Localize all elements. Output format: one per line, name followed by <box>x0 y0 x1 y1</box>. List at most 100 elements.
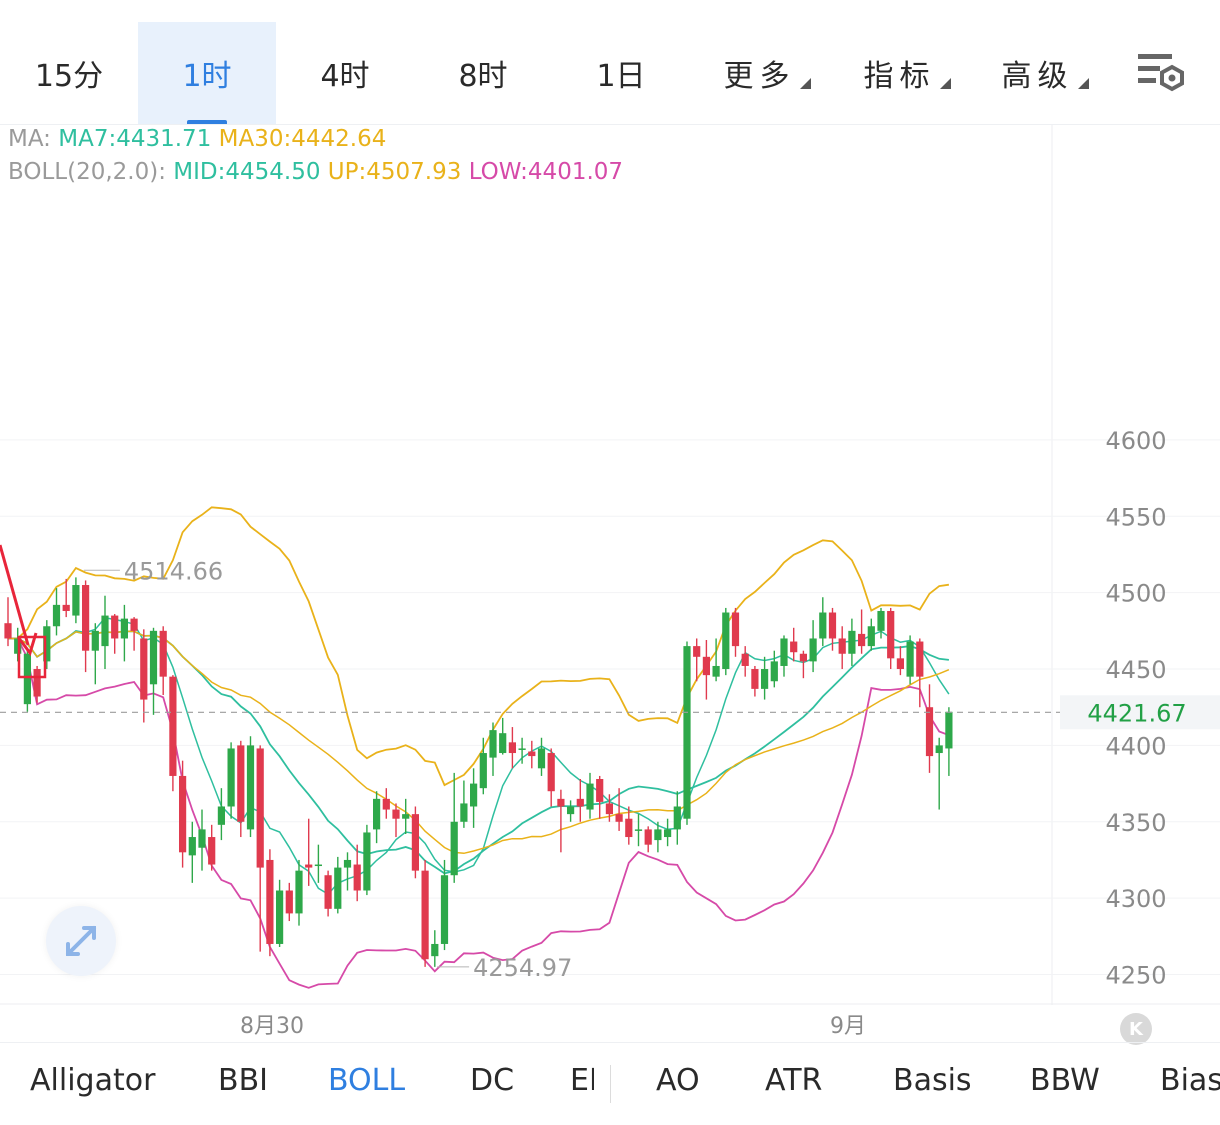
candle-body <box>208 837 216 865</box>
dropdown-triangle-icon <box>1077 77 1089 89</box>
candle-body <box>625 818 633 838</box>
boll-upper-line <box>8 506 950 787</box>
candle-body <box>596 779 604 802</box>
candlestick-chart[interactable]: 4421.67 4514.66 4254.97 4600 4550 4500 4450 44… <box>0 125 1220 1041</box>
current-price-label: 4421.67 <box>1087 699 1186 727</box>
candle-body <box>256 748 264 868</box>
more-menu[interactable]: 更多 <box>702 22 832 124</box>
collapse-panel-button[interactable]: K <box>1120 1013 1152 1045</box>
candle-body <box>431 943 439 957</box>
low-marker-label: 4254.97 <box>473 954 572 982</box>
indicator-basis[interactable]: Basis <box>893 1063 972 1098</box>
candle-body <box>790 641 798 653</box>
candle-body <box>460 803 468 822</box>
y-tick-label: 4600 <box>1105 427 1166 455</box>
candle-body <box>741 653 749 666</box>
indicator-bias[interactable]: Bias <box>1160 1063 1220 1098</box>
candle-body <box>858 633 866 647</box>
candle-body <box>809 638 817 662</box>
candle-body <box>634 829 643 831</box>
candle-body <box>450 821 458 876</box>
candle-body <box>411 814 419 871</box>
indicator-ei[interactable]: EI <box>570 1063 594 1098</box>
candle-body <box>877 610 885 631</box>
indicator-alligator[interactable]: Alligator <box>30 1063 156 1098</box>
y-tick-label: 4500 <box>1105 580 1166 608</box>
indicator-boll[interactable]: BOLL <box>328 1063 406 1098</box>
timeframe-toolbar: 15分 1时 4时 8时 1日 更多 指标 高级 <box>0 0 1220 125</box>
timeframe-1h[interactable]: 1时 <box>138 22 276 124</box>
dropdown-triangle-icon <box>939 77 951 89</box>
candle-body <box>33 669 41 697</box>
timeframe-4h[interactable]: 4时 <box>320 59 370 94</box>
candle-body <box>159 630 167 677</box>
candle-body <box>130 618 138 631</box>
candle-body <box>101 615 109 647</box>
y-tick-label: 4550 <box>1105 503 1166 531</box>
candle-body <box>702 656 710 676</box>
indicators-menu[interactable]: 指标 <box>842 22 972 124</box>
candle-body <box>867 626 875 647</box>
indicator-ao[interactable]: AO <box>656 1063 700 1098</box>
candle-body <box>605 803 613 815</box>
high-marker-label: 4514.66 <box>124 557 223 585</box>
timeframe-15m[interactable]: 15分 <box>34 59 104 94</box>
indicator-atr[interactable]: ATR <box>765 1063 823 1098</box>
candle-body <box>945 711 953 749</box>
candle-body <box>305 864 313 868</box>
candle-body <box>586 783 594 810</box>
expand-chart-button[interactable] <box>46 906 116 976</box>
candle-body <box>916 641 924 677</box>
candle-body <box>712 665 720 677</box>
ma30-line <box>8 630 950 855</box>
indicator-bbi[interactable]: BBI <box>218 1063 269 1098</box>
candle-body <box>373 798 381 830</box>
candle-body <box>237 745 245 822</box>
indicator-bar: Alligator BBI BOLL DC EI AO ATR Basis BB… <box>0 1042 1220 1125</box>
candle-body <box>848 630 856 654</box>
candle-body <box>693 646 701 657</box>
candle-body <box>925 707 934 757</box>
candle-body <box>906 641 914 677</box>
x-tick-label: 9月 <box>830 1014 866 1039</box>
y-tick-label: 4300 <box>1105 885 1166 913</box>
candle-body <box>440 875 449 944</box>
candle-body <box>285 890 293 914</box>
candle-body <box>392 809 400 819</box>
candle-body <box>615 814 623 822</box>
candle-body <box>489 730 497 758</box>
dropdown-triangle-icon <box>799 77 811 89</box>
timeframe-1d[interactable]: 1日 <box>596 59 646 94</box>
candle-body <box>52 604 61 627</box>
candle-body <box>4 623 12 639</box>
indicator-bbw[interactable]: BBW <box>1030 1063 1100 1098</box>
candle-body <box>72 585 80 616</box>
candle-body <box>23 653 31 705</box>
candle-body <box>654 829 662 841</box>
boll-mid-line <box>8 630 950 875</box>
candle-body <box>62 604 70 611</box>
candle-body <box>334 867 342 909</box>
candle-body <box>276 890 284 944</box>
candle-body <box>198 829 206 848</box>
candle-body <box>14 638 22 654</box>
candle-body <box>896 658 904 670</box>
candle-body <box>673 806 681 830</box>
candle-body <box>567 806 575 815</box>
candle-body <box>799 653 807 662</box>
boll-legend: BOLL(20,2.0): MID:4454.50 UP:4507.93 LOW… <box>8 159 623 185</box>
indicator-dc[interactable]: DC <box>470 1063 515 1098</box>
candle-body <box>149 630 158 685</box>
indicators-menu-label: 指标 <box>863 59 936 94</box>
candle-body <box>508 742 516 754</box>
candle-body <box>188 837 196 856</box>
candle-body <box>664 829 672 838</box>
ma30-value: MA30:4442.64 <box>218 126 387 152</box>
y-tick-label: 4350 <box>1105 809 1166 837</box>
candle-body <box>179 775 187 853</box>
chart-settings-icon[interactable] <box>1134 50 1190 96</box>
ma-legend: MA: MA7:4431.71 MA30:4442.64 <box>8 126 386 152</box>
candle-body <box>266 859 274 944</box>
advanced-menu[interactable]: 高级 <box>980 22 1110 124</box>
timeframe-8h[interactable]: 8时 <box>458 59 508 94</box>
